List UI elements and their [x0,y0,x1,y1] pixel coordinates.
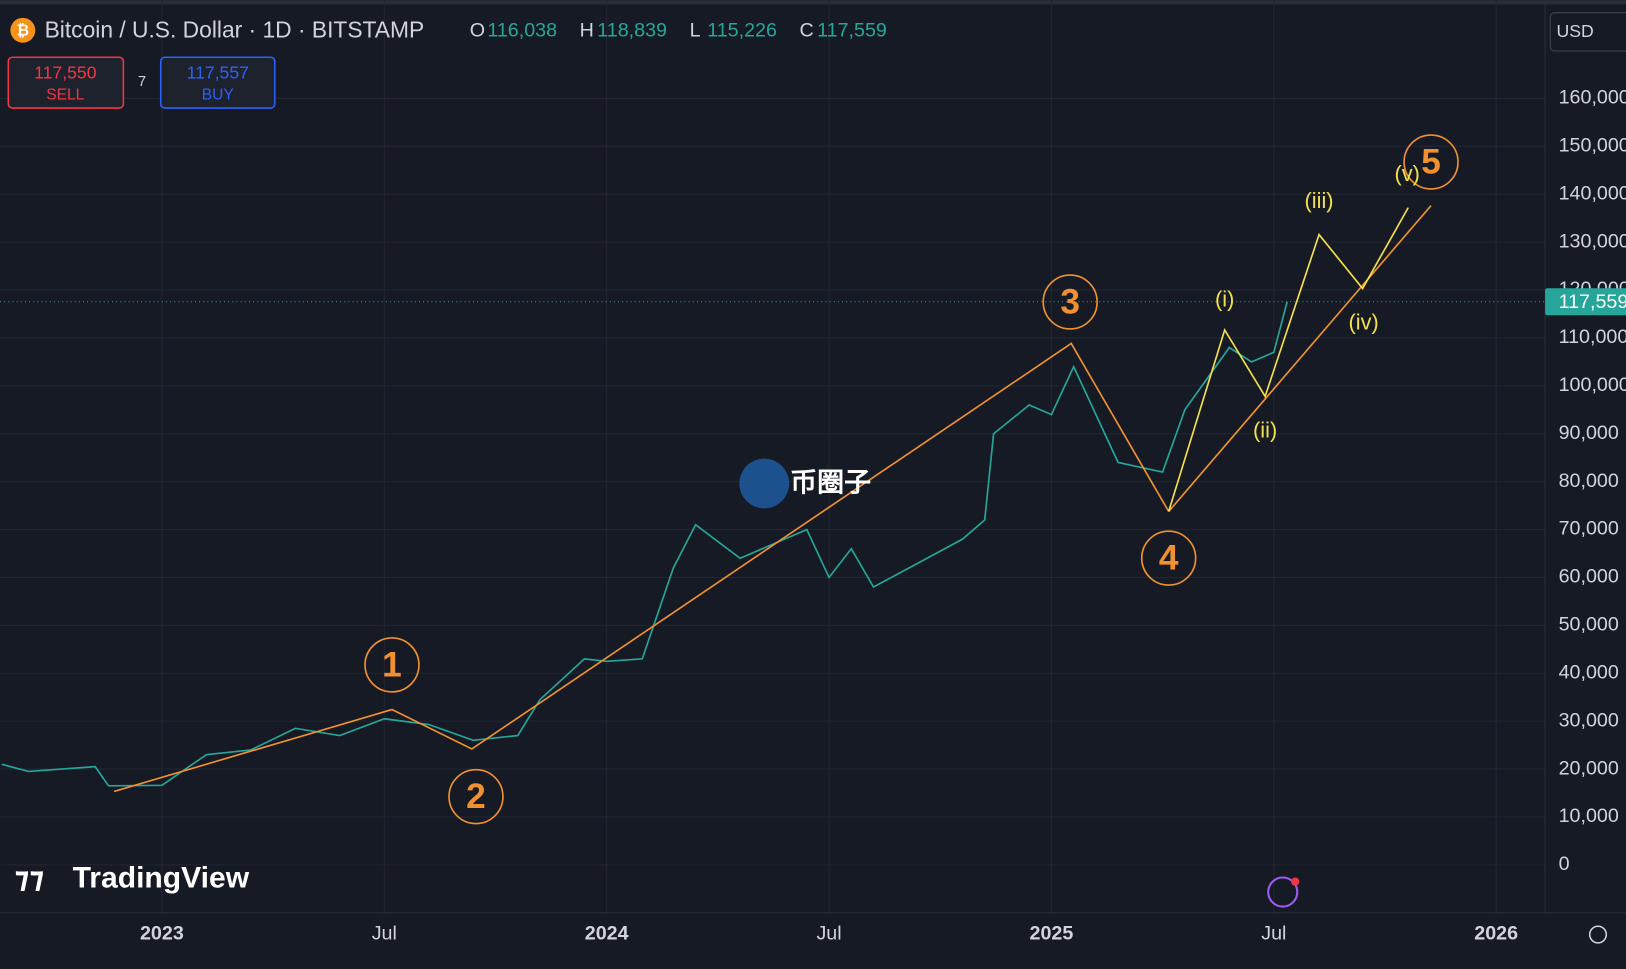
subwave-label: (iii) [1305,188,1334,213]
sell-price[interactable]: 117,550 [34,63,97,83]
y-tick-label: 70,000 [1559,518,1619,540]
subwave-label: (iv) [1349,310,1379,335]
y-tick-label: 110,000 [1559,326,1626,348]
plot [0,301,1546,787]
wave-circle [1403,134,1459,190]
subwave-label: (v) [1394,161,1419,186]
x-tick-label: 2026 [1474,923,1518,945]
currency-button[interactable] [1549,12,1626,52]
subwave-label: (i) [1215,287,1234,312]
ohlc-value: 118,839 [597,20,667,42]
ohlc-key: L [690,20,701,42]
ohlc-value: 116,038 [487,20,557,42]
tv-logo-mark: ⁊⁊ [15,862,45,894]
y-tick-label: 30,000 [1559,709,1619,731]
y-tick-label: 50,000 [1559,614,1619,636]
subwave-line [1167,207,1409,512]
wave-circle [1042,274,1098,330]
btc-icon-glyph: ₿ [16,22,29,39]
wave-label: 4 [1159,539,1179,578]
assistant-badge [1291,877,1300,886]
buy-label[interactable]: BUY [202,87,235,104]
y-tick-label: 0 [1559,853,1570,875]
trend-line [1168,205,1432,513]
y-tick-label: 20,000 [1559,757,1619,779]
currency[interactable]: USD [1557,21,1594,41]
x-tick-label: Jul [1261,923,1286,945]
watermark: 币圈子 [790,468,871,498]
x-tick-label: Jul [816,923,841,945]
x-tick-label: 2024 [585,923,629,945]
ohlc-key: C [800,20,814,42]
wave-label: 3 [1060,282,1080,321]
y-tick-label: 140,000 [1559,182,1626,204]
wave-circle [364,637,420,693]
wave-label: 5 [1421,142,1441,181]
buy-price[interactable]: 117,557 [187,63,249,83]
x-tick-label: 2025 [1030,923,1074,945]
y-tick-label: 10,000 [1559,805,1619,827]
y-tick-label: 60,000 [1559,566,1619,588]
x-tick-label: 2023 [140,923,184,945]
wave-line [113,342,1170,793]
y-tick-label: 90,000 [1559,422,1619,444]
settings-icon[interactable] [1588,925,1608,944]
top-border [0,0,1626,5]
y-tick-label: 40,000 [1559,661,1619,683]
y-tick-label: 130,000 [1559,230,1626,252]
subwave-label: (ii) [1253,417,1277,442]
spread: 7 [138,74,146,90]
price-tag [1545,288,1626,316]
buy-button[interactable] [159,56,276,109]
btc-icon [10,17,36,43]
ohlc-key: H [580,20,594,42]
sell-button[interactable] [7,56,125,109]
wave-label: 2 [466,777,486,816]
wave-circle [448,768,504,825]
grid [0,0,1546,913]
y-tick-label: 160,000 [1559,87,1626,109]
y-tick-label: 150,000 [1559,135,1626,157]
wave-label: 1 [382,645,402,684]
y-tick-label: 80,000 [1559,470,1619,492]
price-tag-label: 117,559 [1559,291,1626,313]
ohlc-key: O [470,20,485,42]
brand[interactable]: TradingView [73,862,250,895]
ohlc: O 116,038 H 118,839 L 115,226 C 117,559 [470,20,887,42]
price-line [1,301,1288,787]
watermark-logo [739,458,790,509]
y-tick-label: 100,000 [1559,374,1626,396]
wave-labels: 1 2 3 4 5 (i) (ii) (iii) (iv) (v) [364,134,1459,825]
symbol-title[interactable]: Bitcoin / U.S. Dollar · 1D · BITSTAMP [45,16,425,42]
x-tick-label: Jul [372,923,397,945]
assistant-icon[interactable] [1267,876,1299,908]
ohlc-value: 117,559 [817,20,887,42]
wave-circle [1140,530,1197,586]
sell-label[interactable]: SELL [46,87,84,104]
ohlc-value: 115,226 [707,20,777,42]
